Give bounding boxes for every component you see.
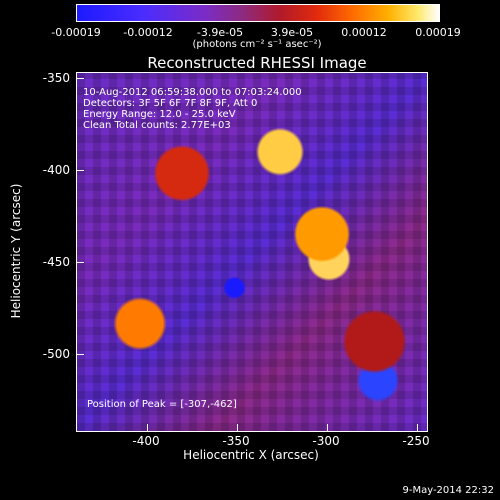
x-tick-mark: [237, 424, 238, 431]
info-energy: Energy Range: 12.0 - 25.0 keV: [83, 109, 236, 120]
y-tick-label: -400: [42, 163, 70, 177]
x-axis-label: Heliocentric X (arcsec): [183, 448, 319, 462]
info-date: 10-Aug-2012 06:59:38.000 to 07:03:24.000: [83, 87, 302, 98]
colorbar-tick: 3.9e-05: [270, 26, 314, 39]
y-tick-mark: [77, 354, 84, 355]
peak-position: Position of Peak = [-307,-462]: [87, 399, 237, 410]
colorbar-tick: -0.00012: [123, 26, 173, 39]
x-tick-label: -350: [222, 434, 250, 448]
x-tick-label: -400: [132, 434, 160, 448]
y-tick-label: -450: [42, 255, 70, 269]
colorbar-tick: 0.00019: [415, 26, 461, 39]
y-tick-mark: [77, 262, 84, 263]
y-tick-label: -500: [42, 347, 70, 361]
y-axis-label: Heliocentric Y (arcsec): [9, 183, 23, 319]
rhessi-image: 10-Aug-2012 06:59:38.000 to 07:03:24.000…: [76, 72, 428, 432]
x-tick-mark: [147, 424, 148, 431]
info-counts: Clean Total counts: 2.77E+03: [83, 120, 231, 131]
y-tick-mark: [77, 170, 84, 171]
colorbar-tick: -3.9e-05: [196, 26, 244, 39]
timestamp: 9-May-2014 22:32: [402, 485, 494, 496]
y-tick-mark: [77, 78, 84, 79]
x-tick-mark: [417, 424, 418, 431]
info-detectors: Detectors: 3F 5F 6F 7F 8F 9F, Att 0: [83, 98, 258, 109]
x-tick-label: -250: [402, 434, 430, 448]
x-tick-mark: [327, 424, 328, 431]
colorbar-tick: -0.00019: [51, 26, 101, 39]
colorbar-units: (photons cm⁻² s⁻¹ asec⁻²): [192, 39, 322, 50]
colorbar-tick: 0.00012: [341, 26, 387, 39]
y-tick-label: -350: [42, 71, 70, 85]
x-tick-label: -300: [312, 434, 340, 448]
plot-title: Reconstructed RHESSI Image: [147, 54, 367, 72]
colorbar: [76, 4, 440, 22]
